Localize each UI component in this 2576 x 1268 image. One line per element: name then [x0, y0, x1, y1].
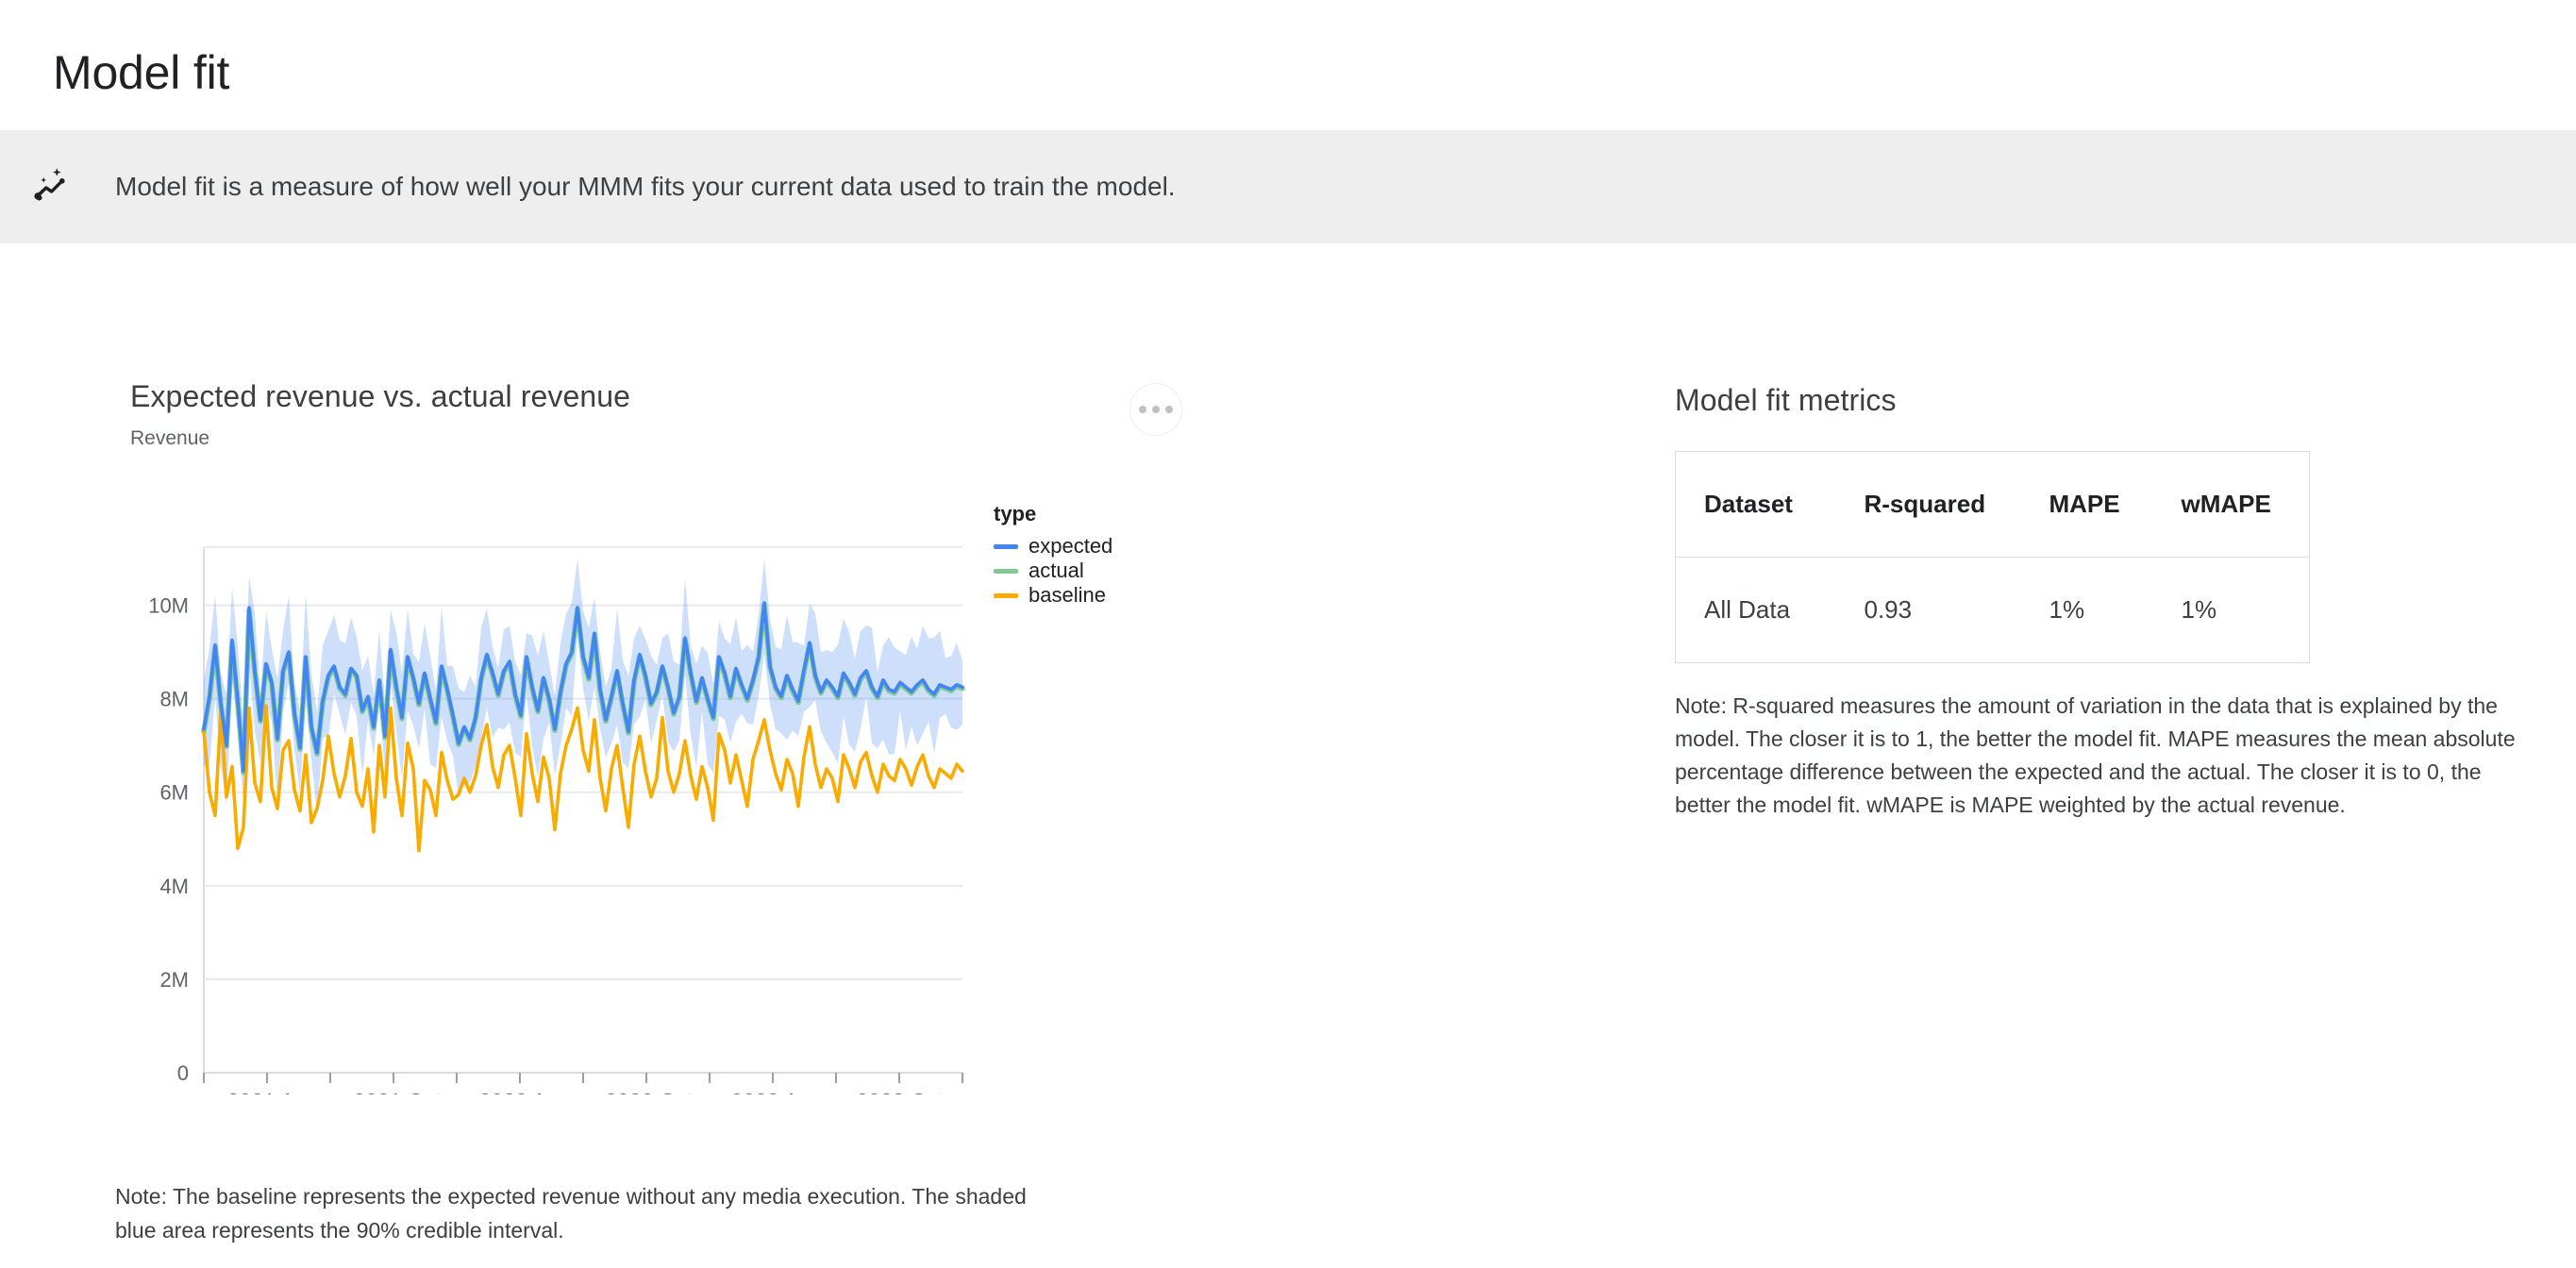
metrics-table: Dataset R-squared MAPE wMAPE All Data 0.… [1675, 451, 2310, 663]
chart-y-axis-name: Revenue [130, 427, 210, 449]
svg-text:2023 Oct: 2023 Oct [856, 1089, 945, 1094]
cell-rsquared: 0.93 [1864, 595, 1913, 624]
metrics-col-rsquared: R-squared [1864, 490, 1986, 518]
info-banner: Model fit is a measure of how well your … [0, 130, 2576, 243]
svg-text:4M: 4M [159, 875, 189, 898]
chart-header: Expected revenue vs. actual revenue Reve… [130, 377, 1244, 451]
svg-text:6M: 6M [159, 781, 189, 805]
legend-item-expected[interactable]: expected [994, 534, 1201, 559]
cell-dataset: All Data [1704, 595, 1791, 624]
insights-sparkle-icon [30, 165, 74, 209]
info-banner-text: Model fit is a measure of how well your … [115, 172, 1176, 201]
metrics-note: Note: R-squared measures the amount of v… [1675, 693, 2516, 817]
legend-swatch-expected [994, 543, 1018, 549]
chart-plot-area: 0 2M 4M 6M 8M 10M 2021 Apr 2021 Oct 2022 Apr 2022… [130, 509, 979, 1094]
svg-text:2022 Oct: 2022 Oct [605, 1089, 694, 1094]
svg-text:2022 Apr: 2022 Apr [479, 1089, 566, 1094]
legend-swatch-baseline [994, 592, 1018, 598]
legend-item-actual[interactable]: actual [994, 559, 1201, 583]
model-fit-metrics-panel: Model fit metrics Dataset R-squared MAPE… [1675, 381, 2543, 822]
svg-text:0: 0 [177, 1061, 189, 1085]
legend-label-baseline: baseline [1029, 583, 1106, 607]
svg-text:2021 Apr: 2021 Apr [227, 1089, 314, 1094]
chart-title: Expected revenue vs. actual revenue [130, 379, 631, 413]
metrics-title: Model fit metrics [1675, 383, 1897, 417]
svg-text:2021 Oct: 2021 Oct [353, 1089, 442, 1094]
metrics-col-mape: MAPE [2049, 490, 2120, 518]
chart-legend: type expected actual baseline [994, 503, 1201, 608]
cell-mape: 1% [2049, 595, 2085, 624]
metrics-col-wmape: wMAPE [2181, 490, 2271, 518]
legend-label-actual: actual [1029, 559, 1084, 582]
chart-more-options-button[interactable] [1129, 383, 1182, 436]
legend-item-baseline[interactable]: baseline [994, 583, 1201, 608]
metrics-table-header-row: Dataset R-squared MAPE wMAPE [1675, 452, 2310, 558]
svg-text:2M: 2M [159, 968, 189, 992]
revenue-line-chart: 0 2M 4M 6M 8M 10M 2021 Apr 2021 Oct 2022 Apr 2022… [148, 546, 965, 1094]
cell-wmape: 1% [2181, 595, 2217, 624]
metrics-col-dataset: Dataset [1704, 490, 1793, 518]
chart-note: Note: The baseline represents the expect… [115, 1184, 1027, 1243]
more-dot-3 [1165, 406, 1173, 413]
legend-swatch-actual [994, 568, 1018, 574]
table-row: All Data 0.93 1% 1% [1676, 558, 2310, 663]
svg-text:8M: 8M [159, 688, 189, 711]
page-title: Model fit [53, 45, 230, 99]
legend-title: type [994, 502, 1037, 526]
svg-text:2023 Apr: 2023 Apr [731, 1089, 818, 1094]
svg-text:10M: 10M [148, 594, 189, 618]
more-dot-2 [1152, 406, 1160, 413]
legend-label-expected: expected [1029, 534, 1113, 558]
more-dot-1 [1139, 406, 1146, 413]
